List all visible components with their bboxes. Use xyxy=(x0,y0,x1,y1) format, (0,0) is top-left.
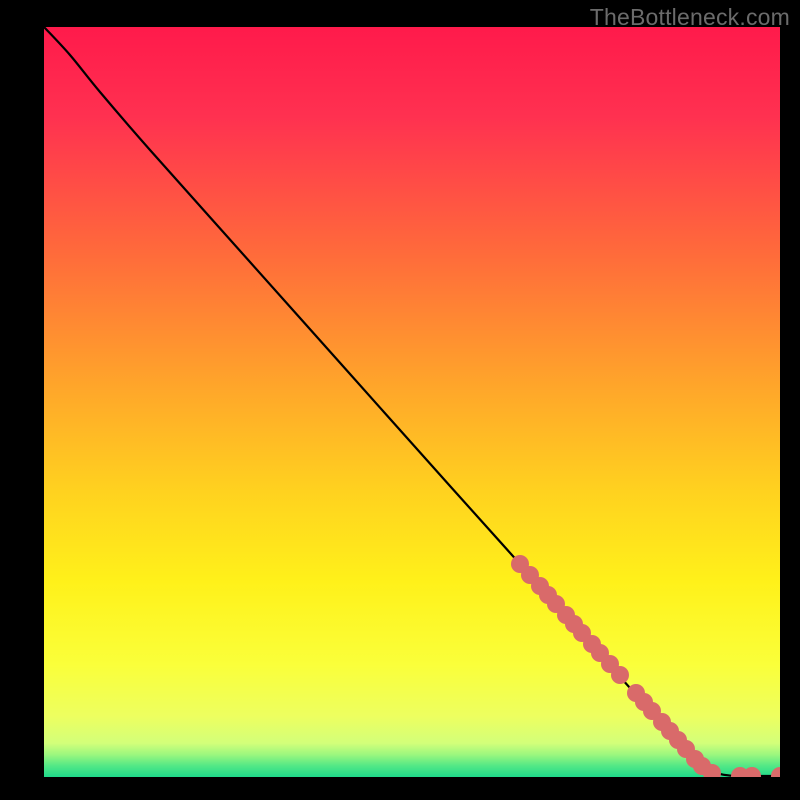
data-point xyxy=(743,767,761,785)
data-point xyxy=(703,764,721,782)
data-point xyxy=(611,666,629,684)
plot-area xyxy=(44,27,789,785)
bottleneck-chart xyxy=(0,0,800,800)
chart-stage: TheBottleneck.com xyxy=(0,0,800,800)
gradient-background xyxy=(44,27,780,777)
watermark-text: TheBottleneck.com xyxy=(590,4,790,31)
data-point xyxy=(771,767,789,785)
